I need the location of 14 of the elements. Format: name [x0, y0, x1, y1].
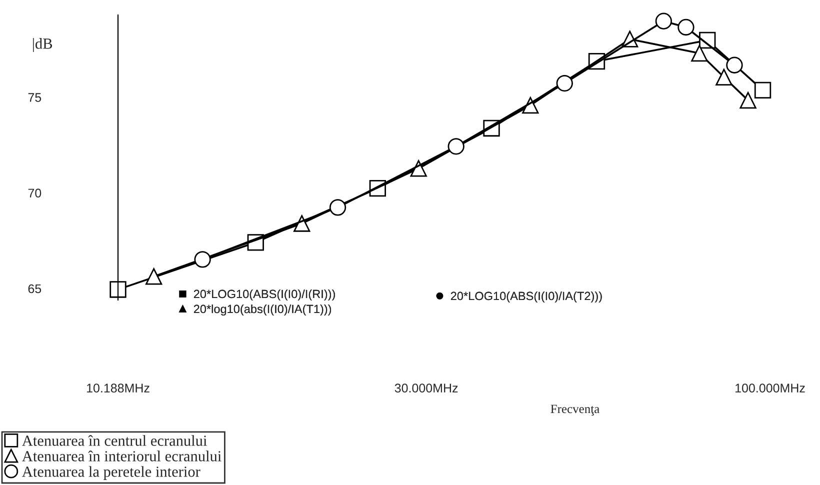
- legend-label: Atenuarea la peretele interior: [22, 466, 200, 480]
- annotation: 20*LOG10(ABS(I(I0)/IA(T2))): [450, 291, 602, 302]
- y-tick-label: 70: [28, 188, 42, 198]
- x-tick-label: 30.000MHz: [394, 384, 458, 393]
- x-tick-label: 10.188MHz: [86, 384, 150, 393]
- y-tick-label: 75: [28, 93, 42, 102]
- x-tick-label: 100.000MHz: [736, 384, 805, 393]
- annotation: 20*LOG10(ABS(I(I0)/I(RI))): [194, 289, 335, 300]
- y-axis-title: |dB: [33, 38, 52, 52]
- legend-label: Atenuarea în centrul ecranului: [22, 435, 207, 446]
- y-tick-label: 65: [28, 284, 42, 294]
- legend-label: Atenuarea în interiorul ecranului: [22, 450, 222, 462]
- text: 20*log10(abs(I(I0)/IA(T1))): [194, 304, 332, 316]
- x-axis-title: Frecvenţa: [550, 404, 600, 416]
